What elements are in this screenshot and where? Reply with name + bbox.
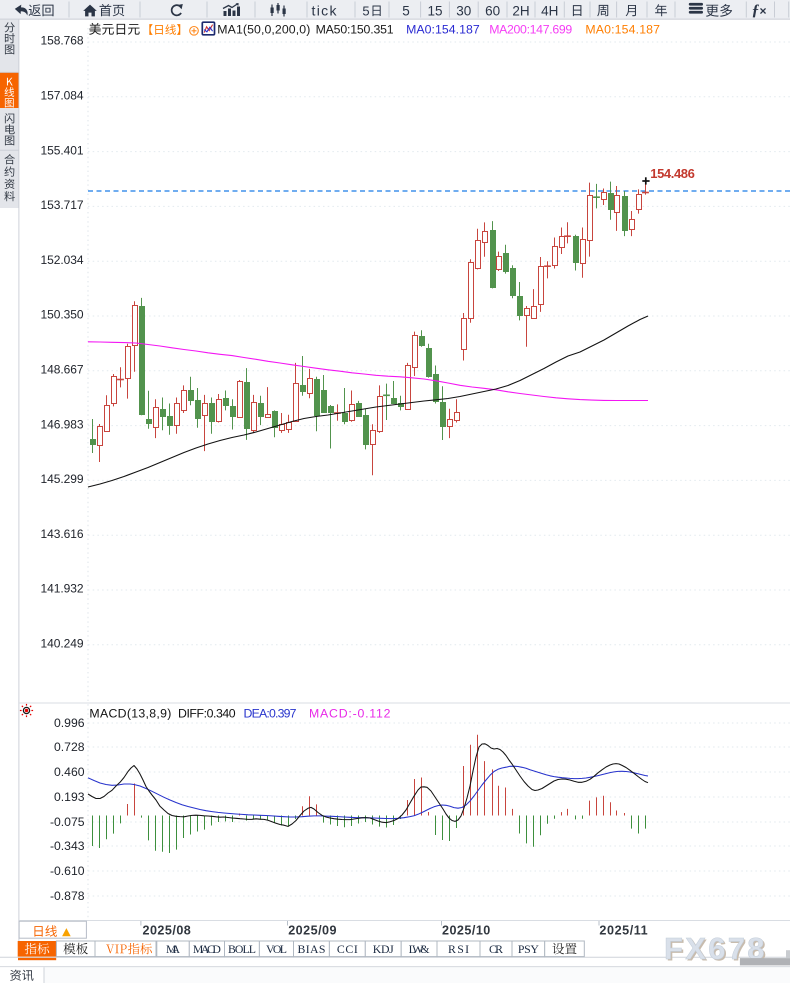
svg-text:0.193: 0.193 [54, 790, 85, 804]
svg-text:MACD: MACD [193, 942, 221, 956]
svg-text:2025/08: 2025/08 [143, 923, 191, 937]
svg-text:146.983: 146.983 [41, 417, 84, 431]
svg-text:145.299: 145.299 [41, 472, 84, 486]
svg-text:150.350: 150.350 [41, 308, 84, 322]
svg-text:DEA:0.397: DEA:0.397 [244, 706, 297, 720]
svg-text:2H: 2H [512, 3, 529, 18]
svg-text:157.084: 157.084 [41, 89, 84, 103]
svg-text:-0.610: -0.610 [50, 864, 85, 878]
svg-text:140.249: 140.249 [41, 637, 84, 651]
svg-text:5: 5 [362, 3, 369, 18]
svg-text:0.460: 0.460 [54, 765, 85, 779]
svg-text:-0.075: -0.075 [50, 815, 85, 829]
svg-text:MACD:-0.112: MACD:-0.112 [309, 706, 391, 720]
svg-text:60: 60 [485, 3, 500, 18]
svg-text:×: × [760, 4, 767, 18]
svg-text:2025/10: 2025/10 [442, 923, 490, 937]
svg-text:154.486: 154.486 [650, 166, 695, 181]
svg-text:LW&: LW& [409, 942, 430, 956]
svg-text:KDJ: KDJ [373, 942, 394, 956]
svg-text:15: 15 [427, 3, 442, 18]
svg-text:152.034: 152.034 [41, 253, 84, 267]
svg-text:0.996: 0.996 [54, 716, 85, 730]
svg-text:ƒ: ƒ [752, 2, 760, 19]
svg-text:2025/11: 2025/11 [599, 923, 647, 937]
svg-text:BIAS: BIAS [297, 942, 325, 956]
svg-text:MA50:150.351: MA50:150.351 [316, 23, 394, 37]
svg-text:FX678: FX678 [664, 931, 768, 966]
svg-text:158.768: 158.768 [41, 34, 84, 48]
svg-text:VOL: VOL [266, 942, 287, 956]
svg-text:RSI: RSI [448, 942, 469, 956]
svg-text:BOLL: BOLL [228, 942, 256, 956]
svg-text:MACD(13,8,9): MACD(13,8,9) [89, 706, 171, 720]
svg-text:155.401: 155.401 [41, 143, 84, 157]
svg-text:153.717: 153.717 [41, 198, 84, 212]
svg-text:MA: MA [166, 942, 180, 956]
svg-text:148.667: 148.667 [41, 363, 84, 377]
svg-text:MA200:147.699: MA200:147.699 [489, 23, 572, 37]
svg-text:141.932: 141.932 [41, 582, 84, 596]
svg-text:tick: tick [312, 3, 338, 19]
svg-text:4H: 4H [541, 3, 558, 18]
svg-text:-0.343: -0.343 [50, 839, 85, 853]
svg-text:143.616: 143.616 [41, 527, 84, 541]
svg-text:CR: CR [489, 942, 503, 956]
svg-text:MA1(50,0,200,0): MA1(50,0,200,0) [217, 23, 310, 37]
svg-text:-0.878: -0.878 [50, 889, 85, 903]
svg-text:CCI: CCI [337, 942, 358, 956]
svg-text:MA0:154.187: MA0:154.187 [406, 23, 480, 37]
svg-text:5: 5 [402, 3, 410, 18]
svg-text:MA0:154.187: MA0:154.187 [585, 23, 660, 37]
svg-text:30: 30 [456, 3, 471, 18]
svg-text:2025/09: 2025/09 [288, 923, 336, 937]
svg-text:DIFF:0.340: DIFF:0.340 [178, 706, 236, 720]
svg-text:PSY: PSY [518, 942, 539, 956]
svg-text:0.728: 0.728 [54, 740, 85, 754]
